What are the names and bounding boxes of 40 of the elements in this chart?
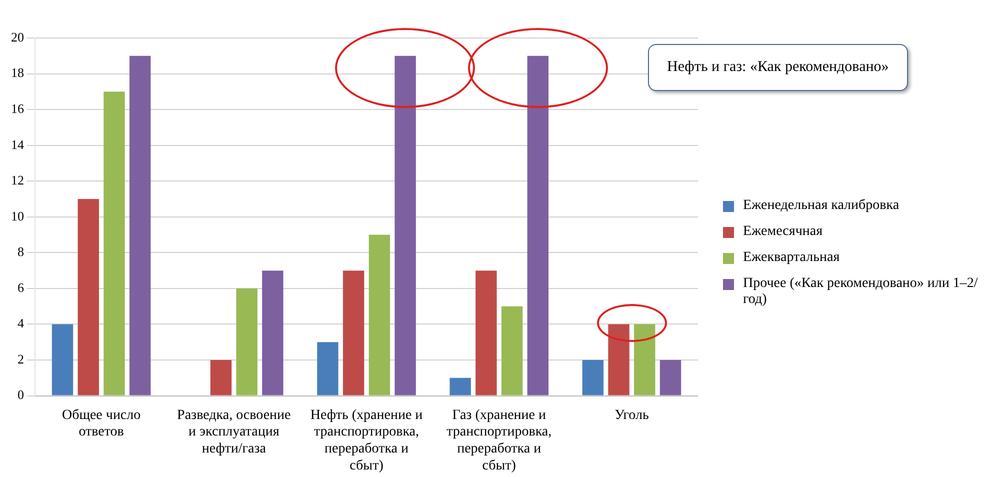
y-tick-label: 0 [18, 387, 24, 402]
y-tick-label: 4 [18, 316, 24, 331]
bar [210, 360, 232, 396]
x-tick-label: Разведка, освоение и эксплуатация нефти/газа [177, 408, 291, 456]
bar [104, 92, 125, 396]
y-tick-label: 18 [11, 65, 24, 80]
y-tick-label: 2 [18, 351, 24, 366]
legend-label: Ежемесячная [743, 224, 823, 240]
x-tick-label: Общее число ответов [62, 408, 141, 440]
bar [394, 56, 416, 396]
bar [527, 56, 548, 396]
bar [342, 270, 364, 396]
bar [450, 378, 471, 396]
y-tick-label: 14 [11, 136, 24, 152]
bar [608, 324, 630, 396]
y-tick-label: 10 [11, 208, 24, 224]
bar [634, 324, 656, 396]
x-tick-label: Газ (хранение и транспортировка, переработка и сбыт) [446, 408, 552, 474]
y-tick-label: 16 [11, 100, 24, 116]
legend-label: Еженедельная калибровка [743, 198, 900, 214]
x-tick-label: Уголь [614, 408, 649, 423]
bar [476, 270, 497, 396]
y-tick-label: 12 [11, 172, 24, 188]
bar [317, 342, 338, 396]
bar [78, 199, 99, 396]
annotation: Нефть и газ: «Как рекомендовано» [648, 44, 908, 91]
bar [582, 360, 604, 396]
y-tick-label: 20 [11, 29, 24, 44]
x-tick-label: Нефть (хранение и транспортировка, переработка и сбыт) [310, 408, 424, 474]
bar [660, 360, 682, 396]
bar [262, 270, 284, 396]
bar [501, 306, 523, 396]
y-tick-label: 8 [18, 244, 24, 260]
legend-label: Ежеквартальная [743, 250, 840, 266]
legend-label: Прочее («Как рекомендовано» или 1–2/год) [743, 276, 979, 308]
bar [368, 234, 390, 396]
bar [236, 288, 258, 396]
y-tick-label: 6 [18, 280, 24, 295]
bar [129, 56, 151, 396]
bar [52, 324, 74, 396]
